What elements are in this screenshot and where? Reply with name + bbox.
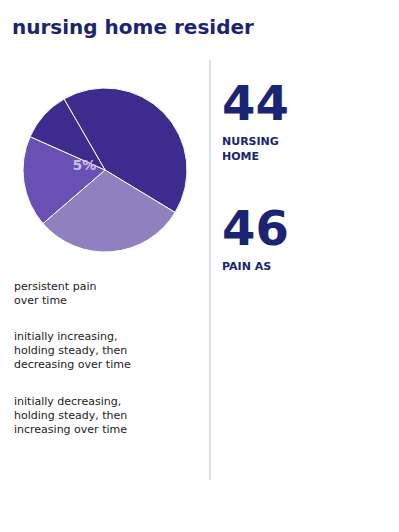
annotation-line: 44 bbox=[222, 75, 289, 131]
divider bbox=[210, 60, 211, 480]
annotation-line: holding steady, then bbox=[14, 344, 127, 357]
pie bbox=[23, 88, 187, 252]
pie-percent-label: 5% bbox=[73, 157, 97, 173]
title: nursing home resider bbox=[12, 15, 254, 39]
annotation-line: over time bbox=[14, 294, 67, 307]
annotation-line: decreasing over time bbox=[14, 358, 131, 371]
annotation-line: increasing over time bbox=[14, 423, 127, 436]
annotation-line: PAIN AS bbox=[222, 260, 271, 273]
annotation-line: initially increasing, bbox=[14, 330, 117, 343]
annotation-line: persistent pain bbox=[14, 280, 96, 293]
annotation-line: initially decreasing, bbox=[14, 395, 121, 408]
annotation: NURSING HOME bbox=[222, 135, 279, 163]
annotation: PAIN AS bbox=[222, 260, 271, 273]
annotation: persistent painover time bbox=[14, 280, 96, 307]
annotation-line: HOME bbox=[222, 150, 259, 163]
chart-root: nursing home resider 5% persistent painove… bbox=[0, 0, 399, 532]
stats: 44 NURSING HOME 46 PAIN AS bbox=[222, 75, 289, 273]
annotation-line: 46 bbox=[222, 200, 289, 256]
annotation: 46 bbox=[222, 200, 289, 256]
annotation: initially increasing,holding steady, the… bbox=[14, 330, 131, 371]
labels: persistent painover time initially increa… bbox=[14, 280, 131, 436]
annotation: 44 bbox=[222, 75, 289, 131]
annotation-line: NURSING bbox=[222, 135, 279, 148]
annotation: initially decreasing,holding steady, the… bbox=[14, 395, 127, 436]
annotation-line: holding steady, then bbox=[14, 409, 127, 422]
